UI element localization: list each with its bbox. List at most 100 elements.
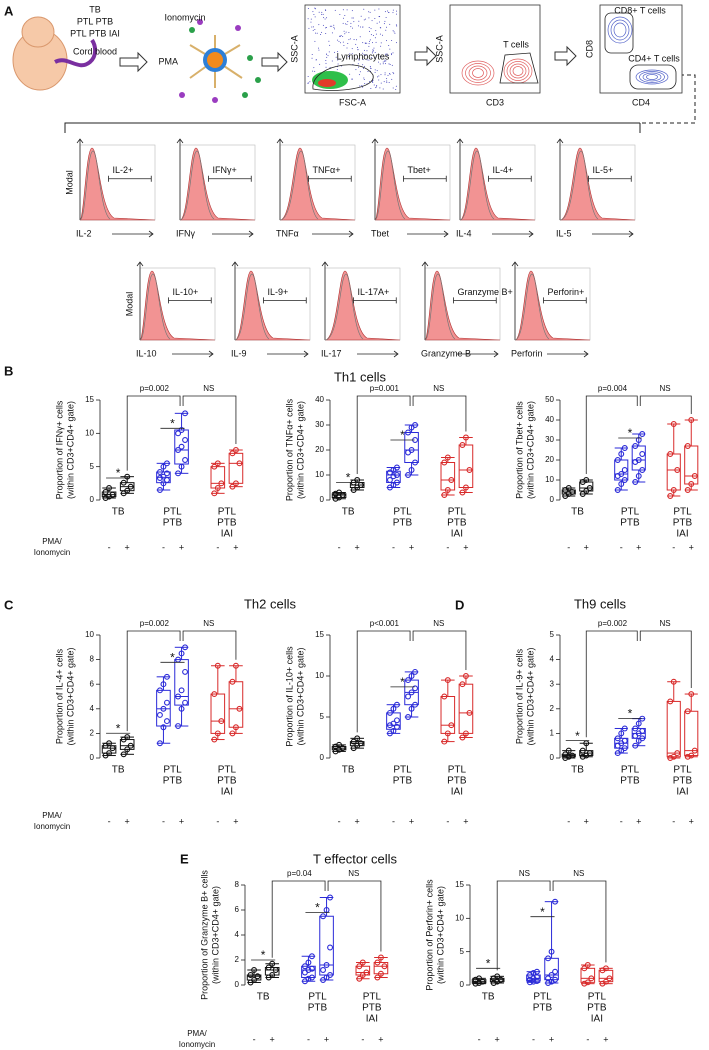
histogram-xlabel: IL-2 xyxy=(76,228,92,238)
data-point xyxy=(691,473,698,479)
data-point xyxy=(229,730,236,737)
event-dot xyxy=(366,42,368,44)
data-point xyxy=(175,447,182,453)
data-point xyxy=(390,720,397,727)
data-point xyxy=(124,734,131,741)
data-point xyxy=(214,730,221,737)
data-point xyxy=(581,965,588,972)
data-point xyxy=(441,459,448,466)
data-point xyxy=(581,980,588,987)
event-dot xyxy=(349,38,351,40)
data-point xyxy=(462,730,469,737)
data-point xyxy=(479,978,486,985)
event-dot xyxy=(320,33,322,35)
event-dot xyxy=(353,38,355,40)
event-dot xyxy=(379,87,381,89)
data-point xyxy=(667,698,674,705)
data-point xyxy=(405,472,412,478)
event-dot xyxy=(364,83,366,85)
y-tick-label: 6 xyxy=(235,905,240,914)
significance-star: * xyxy=(628,426,633,440)
data-point xyxy=(635,473,642,479)
data-point xyxy=(405,693,412,700)
gate-label: TNFα+ xyxy=(313,165,341,175)
event-dot xyxy=(371,81,373,83)
data-point xyxy=(674,467,681,473)
data-point xyxy=(684,708,691,715)
event-dot xyxy=(380,82,382,84)
y-axis-label: (within CD3+CD4+ gate) xyxy=(295,401,305,499)
event-dot xyxy=(342,22,344,24)
event-dot xyxy=(386,81,388,83)
data-point xyxy=(323,962,330,968)
event-dot xyxy=(307,18,309,20)
event-dot xyxy=(363,54,365,56)
data-point xyxy=(565,747,572,754)
condition-label: - xyxy=(672,542,675,552)
y-tick-label: 5 xyxy=(320,712,325,721)
data-point xyxy=(175,723,182,729)
y-tick-label: 20 xyxy=(315,445,324,454)
group-label: PTB xyxy=(362,1003,382,1014)
condition-title: PMA/ xyxy=(187,1029,207,1038)
condition-label: + xyxy=(409,816,414,826)
data-point xyxy=(670,678,677,685)
data-point xyxy=(320,967,327,973)
data-point xyxy=(160,705,167,712)
data-point xyxy=(156,475,163,481)
event-dot xyxy=(346,47,348,49)
event-dot xyxy=(314,70,316,72)
data-point xyxy=(327,972,334,978)
histogram-control xyxy=(559,150,599,221)
condition-label: + xyxy=(179,542,184,552)
box xyxy=(355,965,371,976)
data-point xyxy=(684,487,691,493)
gate-bar xyxy=(403,175,447,182)
event-dot xyxy=(324,9,326,11)
event-dot xyxy=(321,11,323,13)
event-dot xyxy=(388,81,390,83)
event-dot xyxy=(396,10,398,12)
group-label: PTL xyxy=(588,992,607,1003)
event-dot xyxy=(370,28,372,30)
event-dot xyxy=(374,69,376,71)
box xyxy=(210,693,226,734)
event-dot xyxy=(358,59,360,61)
event-dot xyxy=(351,48,353,50)
data-point xyxy=(562,751,569,758)
gate-bar xyxy=(263,297,307,304)
event-dot xyxy=(391,78,393,80)
event-dot xyxy=(325,27,327,29)
event-dot xyxy=(349,53,351,55)
stimulus-label: Ionomycin xyxy=(164,12,205,22)
y-tick-label: 8 xyxy=(235,880,240,889)
event-dot xyxy=(369,11,371,13)
condition-label: + xyxy=(584,542,589,552)
connector xyxy=(64,74,696,133)
event-dot xyxy=(312,11,314,13)
event-dot xyxy=(388,73,390,75)
data-point xyxy=(247,972,254,978)
y-axis-label: Proportion of Perforin+ cells xyxy=(424,879,434,991)
event-dot xyxy=(391,64,393,66)
event-dot xyxy=(349,73,351,75)
condition-label: + xyxy=(179,816,184,826)
histogram-control xyxy=(179,150,215,221)
event-dot xyxy=(355,43,357,45)
event-dot xyxy=(378,21,380,23)
data-point xyxy=(441,492,448,498)
significance-star: * xyxy=(116,466,121,480)
event-dot xyxy=(351,78,353,80)
event-dot xyxy=(343,30,345,32)
event-dot xyxy=(337,63,339,65)
condition-label: - xyxy=(216,542,219,552)
data-point xyxy=(178,687,185,694)
event-dot xyxy=(384,20,386,22)
data-point xyxy=(552,898,559,905)
data-point xyxy=(621,745,628,752)
flow-plot-frame xyxy=(599,4,683,94)
box xyxy=(458,683,474,734)
data-point xyxy=(621,725,628,732)
event-dot xyxy=(395,13,397,15)
data-point xyxy=(444,487,451,493)
